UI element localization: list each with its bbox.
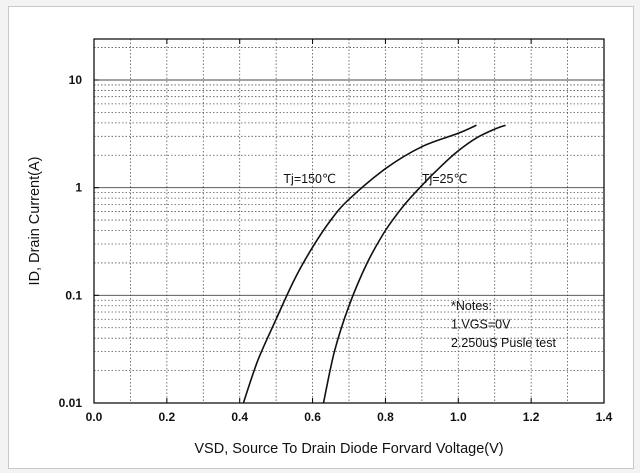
y-axis-label: ID, Drain Current(A): [27, 157, 43, 286]
x-tick-label: 0.4: [231, 410, 248, 424]
x-tick-label: 1.0: [450, 410, 467, 424]
series-line: [322, 124, 506, 404]
series-curves: [242, 124, 506, 404]
x-tick-labels: 0.0 0.2 0.4 0.6 0.8 1.0 1.2 1.4: [86, 39, 613, 424]
y-tick-label: 1: [75, 181, 82, 195]
x-tick-label: 1.4: [596, 410, 613, 424]
x-tick-label: 0.2: [159, 410, 176, 424]
series-label: Tj=25℃: [422, 172, 468, 186]
y-tick-label: 0.01: [59, 396, 83, 410]
plot-area-border: [93, 38, 605, 404]
note-line: 1.VGS=0V: [451, 318, 511, 332]
chart-svg: 0.0 0.2 0.4 0.6 0.8 1.0 1.2 1.4 0.01 0.1 1 10 Tj=1…: [27, 38, 613, 457]
x-tick-label: 0.0: [86, 410, 103, 424]
series-labels: Tj=150℃ Tj=25℃: [283, 172, 467, 186]
chart-panel: 0.0 0.2 0.4 0.6 0.8 1.0 1.2 1.4 0.01 0.1 1 10 Tj=1…: [8, 6, 634, 469]
note-line: 2.250uS Pusle test: [451, 336, 556, 350]
note-line: *Notes:: [451, 299, 492, 313]
notes-box: *Notes: 1.VGS=0V 2.250uS Pusle test: [451, 299, 556, 350]
y-tick-label: 0.1: [65, 288, 82, 302]
x-axis-label: VSD, Source To Drain Diode Forvard Volta…: [194, 441, 503, 457]
x-tick-label: 1.2: [523, 410, 540, 424]
series-line: [242, 124, 477, 404]
x-tick-label: 0.8: [377, 410, 394, 424]
y-tick-label: 10: [69, 73, 83, 87]
grid-lines: [94, 39, 604, 403]
y-tick-labels: 0.01 0.1 1 10: [59, 73, 99, 410]
x-tick-label: 0.6: [304, 410, 321, 424]
series-label: Tj=150℃: [283, 172, 336, 186]
